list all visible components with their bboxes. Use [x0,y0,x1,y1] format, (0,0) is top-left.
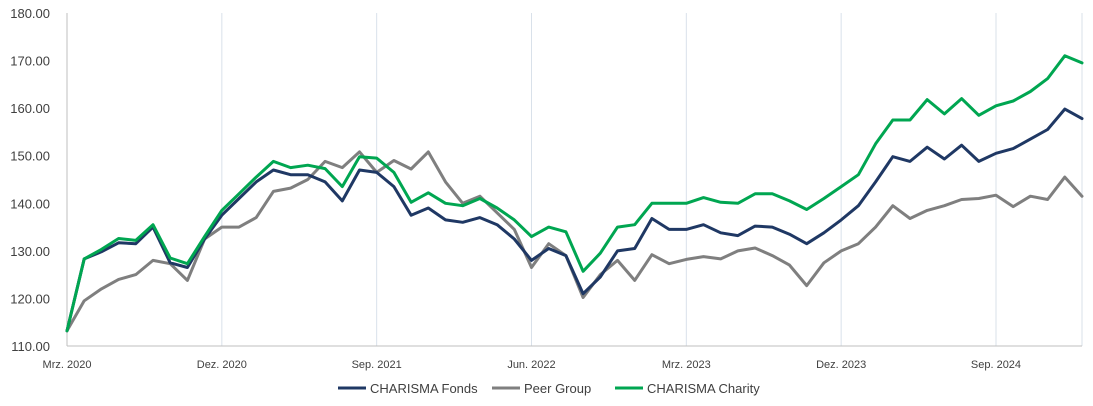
x-tick-label: Jun. 2022 [507,359,555,371]
charisma-charity-series-line [65,54,1084,333]
y-tick-label: 150.00 [10,149,50,164]
y-tick-label: 170.00 [10,54,50,69]
gridlines [221,13,1083,346]
legend: CHARISMA Fonds Peer Group CHARISMA Charity [338,381,760,396]
x-tick-label: Sep. 2021 [352,359,402,371]
y-tick-label: 140.00 [10,196,50,211]
x-axis-tick-labels: Mrz. 2020 Dez. 2020 Sep. 2021 Jun. 2022 Mrz.… [43,359,1022,371]
x-tick-label: Mrz. 2020 [43,359,92,371]
x-tick-label: Mrz. 2023 [662,359,711,371]
legend-label-peer-group: Peer Group [524,381,591,396]
y-axis-tick-labels: 110.00 120.00 130.00 140.00 150.00 160.00 170.… [10,6,50,354]
x-tick-label: Dez. 2020 [197,359,247,371]
legend-label-charisma-fonds: CHARISMA Fonds [370,381,478,396]
peer-group-series-line [65,150,1084,333]
legend-label-charisma-charity: CHARISMA Charity [647,381,760,396]
x-tick-label: Dez. 2023 [816,359,866,371]
charisma-fonds-series-line [65,107,1084,333]
y-tick-label: 130.00 [10,244,50,259]
x-tick-label: Sep. 2024 [971,359,1021,371]
axes [66,13,1082,347]
y-tick-label: 160.00 [10,101,50,116]
y-tick-label: 110.00 [11,339,50,354]
series-lines [65,54,1084,333]
y-tick-label: 180.00 [10,6,50,21]
y-tick-label: 120.00 [10,291,50,306]
